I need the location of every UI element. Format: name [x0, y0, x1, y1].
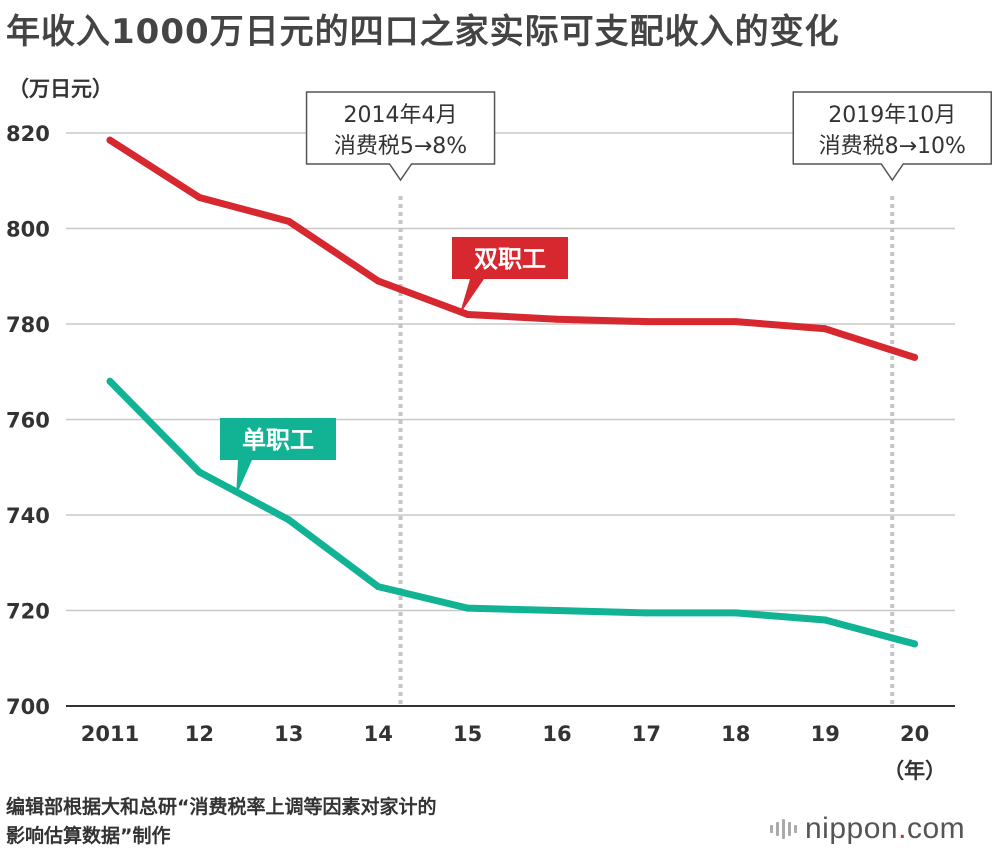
source-note: 编辑部根据大和总研“消费税率上调等因素对家计的 影响估算数据”制作 [6, 793, 437, 851]
series-1-point-17 [642, 318, 650, 326]
y-tick-label-820: 820 [6, 122, 50, 146]
series-2-point-14 [374, 583, 382, 591]
x-tick-label-20: 20 [900, 722, 929, 746]
annotation-tax-1: 消费税5→8% [334, 134, 467, 159]
x-tick-label-18: 18 [721, 722, 750, 746]
brand-dot: . [898, 812, 907, 845]
brand-wordmark: nippon.com [805, 812, 965, 846]
brand-bars-icon [770, 819, 797, 839]
series-2-point-2011 [106, 377, 114, 385]
y-tick-label-780: 780 [6, 313, 50, 337]
brand-suffix: com [906, 812, 966, 845]
brand-prefix: nippon [805, 812, 899, 845]
series-2-point-13 [285, 516, 293, 524]
annotation-date-2: 2019年10月 [828, 103, 956, 128]
series-1-point-18 [732, 318, 740, 326]
x-tick-label-13: 13 [274, 722, 303, 746]
series-1-point-13 [285, 217, 293, 225]
chart-title: 年收入1000万日元的四口之家实际可支配收入的变化 [6, 12, 840, 52]
series-1-point-20 [911, 353, 919, 361]
series-line-1 [106, 136, 919, 361]
series-label-box-1 [452, 237, 568, 315]
source-line-2: 影响估算数据”制作 [6, 825, 171, 847]
x-tick-label-2011: 2011 [81, 722, 139, 746]
nippon-logo: nippon.com [770, 812, 965, 846]
series-2-point-18 [732, 609, 740, 617]
series-2-point-16 [553, 607, 561, 614]
y-tick-label-800: 800 [6, 218, 50, 242]
series-1-point-2011 [106, 136, 114, 144]
series-1-point-14 [374, 277, 382, 285]
x-axis-label: （年） [883, 759, 946, 783]
annotation-date-1: 2014年4月 [344, 103, 458, 128]
x-tick-label-14: 14 [364, 722, 393, 746]
annotation-box-2 [792, 91, 992, 182]
series-2-point-12 [195, 468, 203, 476]
y-tick-label-700: 700 [6, 695, 50, 719]
annotation-tax-2: 消费税8→10% [819, 134, 966, 159]
series-label-2: 单职工 [242, 426, 314, 454]
series-2-point-15 [464, 604, 472, 612]
x-tick-label-16: 16 [542, 722, 571, 746]
series-1-point-19 [821, 325, 829, 333]
y-tick-label-720: 720 [6, 600, 50, 624]
x-tick-label-19: 19 [811, 722, 840, 746]
line-chart: （万日元） 700 720 740 760 780 800 820 2011 12 13 14 15 16… [6, 77, 992, 783]
series-label-1: 双职工 [474, 245, 546, 273]
y-tick-label-740: 740 [6, 504, 50, 528]
x-tick-label-12: 12 [185, 722, 214, 746]
x-tick-label-15: 15 [453, 722, 482, 746]
series-2-point-19 [821, 616, 829, 624]
x-tick-label-17: 17 [632, 722, 661, 746]
series-1-point-12 [195, 193, 203, 201]
y-axis-label: （万日元） [8, 77, 113, 101]
series-2-point-17 [642, 609, 650, 617]
y-tick-label-760: 760 [6, 409, 50, 433]
series-2-point-20 [911, 640, 919, 648]
series-line-2 [106, 377, 919, 648]
series-1-point-15 [464, 310, 472, 318]
annotation-box-1 [305, 91, 496, 182]
series-1-point-16 [553, 315, 561, 323]
source-line-1: 编辑部根据大和总研“消费税率上调等因素对家计的 [6, 796, 437, 818]
series-label-box-2 [220, 418, 336, 496]
